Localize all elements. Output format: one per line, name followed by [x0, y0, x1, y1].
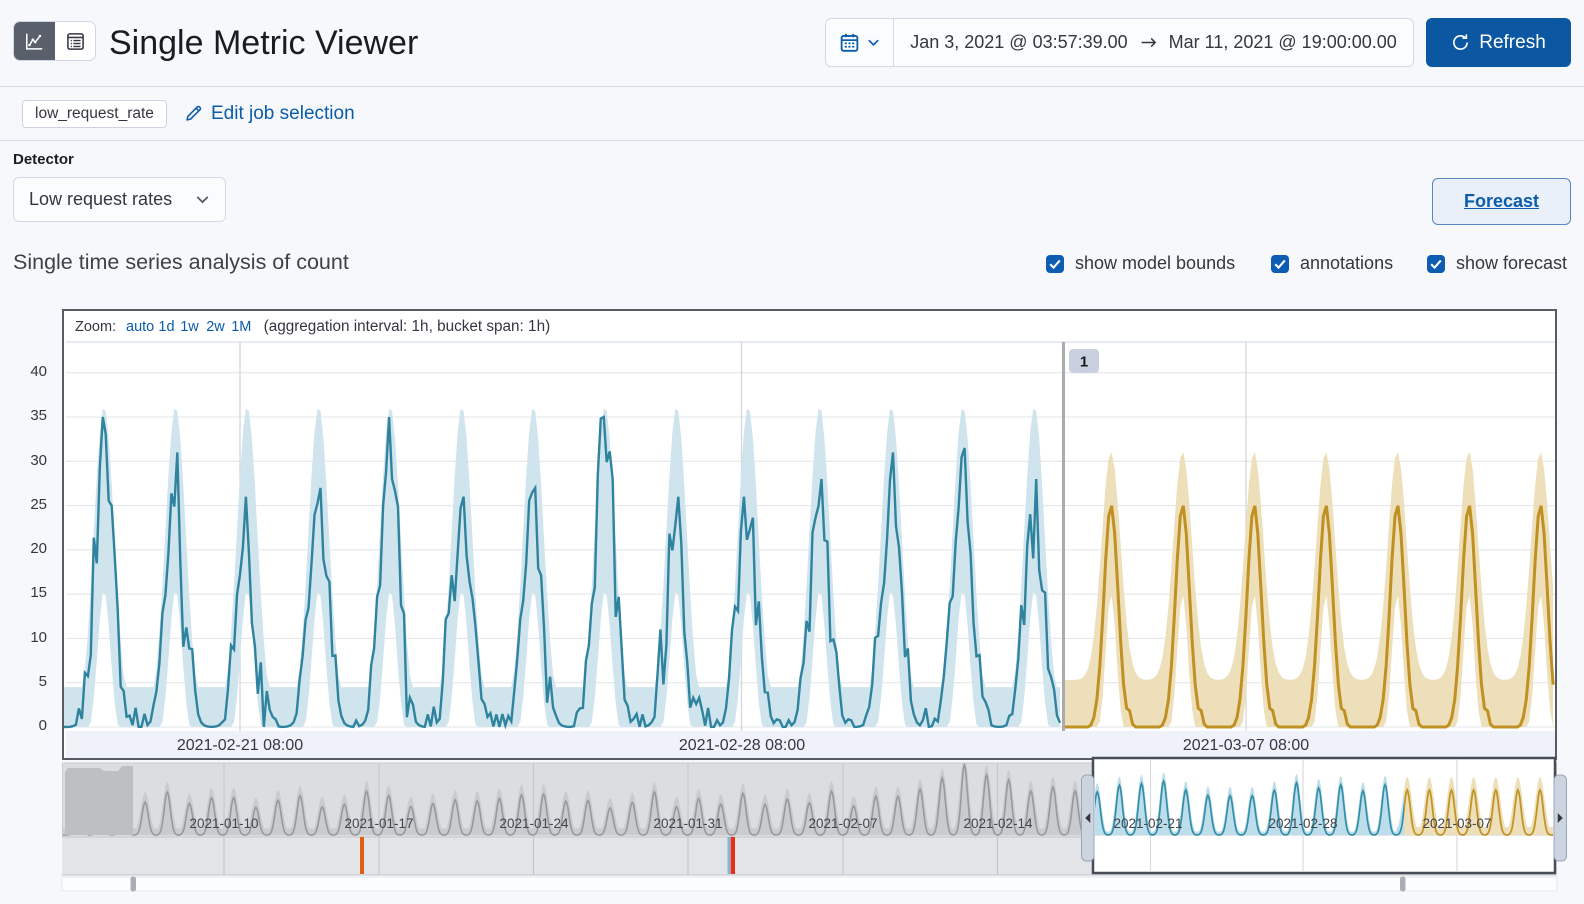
svg-text:2021-03-07: 2021-03-07: [1422, 816, 1491, 831]
svg-text:1d: 1d: [158, 319, 174, 335]
svg-text:2021-01-10: 2021-01-10: [189, 816, 258, 831]
svg-text:2021-02-14: 2021-02-14: [963, 816, 1033, 831]
svg-text:2021-01-31: 2021-01-31: [653, 816, 722, 831]
svg-text:2021-03-07 08:00: 2021-03-07 08:00: [1183, 737, 1309, 754]
svg-text:2021-01-24: 2021-01-24: [499, 816, 569, 831]
svg-text:2w: 2w: [206, 319, 225, 335]
svg-text:(aggregation interval: 1h, buc: (aggregation interval: 1h, bucket span: …: [264, 318, 551, 335]
svg-text:2021-02-07: 2021-02-07: [808, 816, 877, 831]
svg-text:2021-02-21: 2021-02-21: [1113, 816, 1182, 831]
svg-text:Zoom:: Zoom:: [75, 319, 116, 335]
svg-text:2021-02-21 08:00: 2021-02-21 08:00: [177, 737, 303, 754]
svg-text:1w: 1w: [180, 319, 199, 335]
svg-text:1: 1: [1080, 354, 1088, 371]
svg-text:auto: auto: [126, 319, 154, 335]
svg-text:1M: 1M: [231, 319, 251, 335]
svg-text:2021-02-28: 2021-02-28: [1268, 816, 1337, 831]
svg-text:2021-02-28 08:00: 2021-02-28 08:00: [679, 737, 805, 754]
svg-text:2021-01-17: 2021-01-17: [344, 816, 413, 831]
